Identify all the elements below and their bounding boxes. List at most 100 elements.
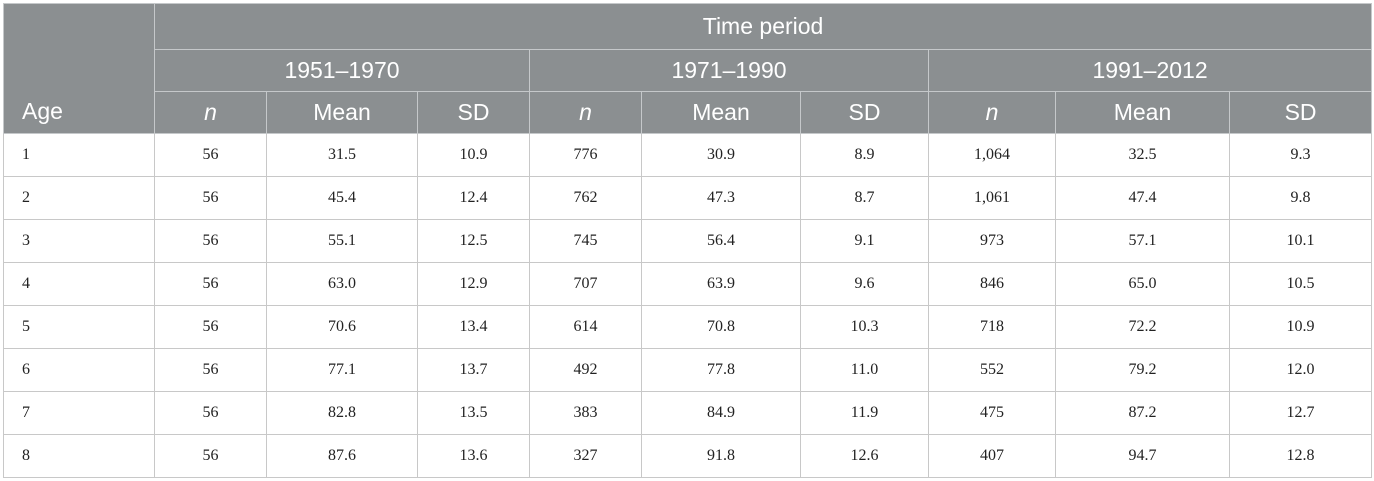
sd-cell: 12.0 xyxy=(1228,348,1373,392)
n-cell: 846 xyxy=(928,262,1056,306)
mean-cell: 87.2 xyxy=(1055,391,1230,435)
sd-cell: 13.4 xyxy=(417,305,530,349)
sd-cell: 12.9 xyxy=(417,262,530,306)
sd-cell: 12.7 xyxy=(1228,391,1373,435)
sd-cell: 10.3 xyxy=(800,305,929,349)
sd-cell: 11.9 xyxy=(800,391,929,435)
period-header-1: 1951–1970 xyxy=(154,49,530,92)
table-row: 3 56 55.1 12.5 745 56.4 9.1 973 57.1 10.1 xyxy=(3,219,1373,263)
n-cell: 776 xyxy=(529,133,642,177)
n-cell: 56 xyxy=(154,434,267,478)
n-cell: 56 xyxy=(154,391,267,435)
mean-header: Mean xyxy=(1055,91,1230,134)
n-cell: 718 xyxy=(928,305,1056,349)
n-cell: 56 xyxy=(154,219,267,263)
n-cell: 492 xyxy=(529,348,642,392)
sd-cell: 9.1 xyxy=(800,219,929,263)
mean-cell: 32.5 xyxy=(1055,133,1230,177)
n-cell: 707 xyxy=(529,262,642,306)
period-header-3: 1991–2012 xyxy=(927,49,1373,92)
data-table: Age Time period 1951–1970 1971–1990 1991… xyxy=(3,3,1373,478)
sd-cell: 8.9 xyxy=(800,133,929,177)
mean-cell: 47.4 xyxy=(1055,176,1230,220)
table-row: 4 56 63.0 12.9 707 63.9 9.6 846 65.0 10.5 xyxy=(3,262,1373,306)
age-column-header: Age xyxy=(3,3,155,134)
n-cell: 1,064 xyxy=(928,133,1056,177)
mean-cell: 63.9 xyxy=(641,262,801,306)
table-row: 2 56 45.4 12.4 762 47.3 8.7 1,061 47.4 9.8 xyxy=(3,176,1373,220)
table-row: 6 56 77.1 13.7 492 77.8 11.0 552 79.2 12.0 xyxy=(3,348,1373,392)
header-row-stats: n Mean SD n Mean SD n Mean SD xyxy=(4,91,1373,134)
table-row: 8 56 87.6 13.6 327 91.8 12.6 407 94.7 12.8 xyxy=(3,434,1373,478)
mean-cell: 47.3 xyxy=(641,176,801,220)
mean-cell: 79.2 xyxy=(1055,348,1230,392)
n-cell: 1,061 xyxy=(928,176,1056,220)
n-cell: 762 xyxy=(529,176,642,220)
sd-cell: 12.4 xyxy=(417,176,530,220)
age-cell: 2 xyxy=(3,176,155,220)
mean-cell: 30.9 xyxy=(641,133,801,177)
header-row-group: Age Time period xyxy=(3,3,1373,134)
mean-cell: 87.6 xyxy=(266,434,418,478)
sd-cell: 11.0 xyxy=(800,348,929,392)
mean-cell: 91.8 xyxy=(641,434,801,478)
sd-cell: 9.3 xyxy=(1228,133,1373,177)
sd-cell: 8.7 xyxy=(800,176,929,220)
table-row: 7 56 82.8 13.5 383 84.9 11.9 475 87.2 12.7 xyxy=(3,391,1373,435)
mean-cell: 77.1 xyxy=(266,348,418,392)
mean-cell: 55.1 xyxy=(266,219,418,263)
n-cell: 552 xyxy=(928,348,1056,392)
n-cell: 407 xyxy=(928,434,1056,478)
sd-cell: 12.5 xyxy=(417,219,530,263)
mean-cell: 31.5 xyxy=(266,133,418,177)
sd-cell: 10.9 xyxy=(417,133,530,177)
age-cell: 5 xyxy=(3,305,155,349)
age-cell: 3 xyxy=(3,219,155,263)
mean-header: Mean xyxy=(641,91,801,134)
sd-cell: 10.5 xyxy=(1228,262,1373,306)
age-cell: 7 xyxy=(3,391,155,435)
n-cell: 56 xyxy=(154,348,267,392)
sd-cell: 10.1 xyxy=(1228,219,1373,263)
sd-cell: 9.6 xyxy=(800,262,929,306)
table-header: Age Time period 1951–1970 1971–1990 1991… xyxy=(3,3,1373,134)
n-cell: 383 xyxy=(529,391,642,435)
n-cell: 56 xyxy=(154,176,267,220)
mean-cell: 84.9 xyxy=(641,391,801,435)
n-cell: 327 xyxy=(529,434,642,478)
n-cell: 56 xyxy=(154,133,267,177)
age-cell: 4 xyxy=(3,262,155,306)
mean-cell: 70.6 xyxy=(266,305,418,349)
n-cell: 614 xyxy=(529,305,642,349)
mean-cell: 72.2 xyxy=(1055,305,1230,349)
mean-cell: 56.4 xyxy=(641,219,801,263)
mean-header: Mean xyxy=(266,91,418,134)
mean-cell: 45.4 xyxy=(266,176,418,220)
mean-cell: 57.1 xyxy=(1055,219,1230,263)
sd-cell: 13.6 xyxy=(417,434,530,478)
sd-header: SD xyxy=(1228,91,1373,134)
n-cell: 56 xyxy=(154,305,267,349)
sd-header: SD xyxy=(800,91,929,134)
mean-cell: 63.0 xyxy=(266,262,418,306)
n-cell: 475 xyxy=(928,391,1056,435)
age-cell: 8 xyxy=(3,434,155,478)
table-row: 1 56 31.5 10.9 776 30.9 8.9 1,064 32.5 9.3 xyxy=(3,133,1373,177)
n-cell: 973 xyxy=(928,219,1056,263)
age-cell: 6 xyxy=(3,348,155,392)
mean-cell: 77.8 xyxy=(641,348,801,392)
sd-cell: 13.5 xyxy=(417,391,530,435)
n-cell: 56 xyxy=(154,262,267,306)
time-period-header: Time period xyxy=(153,3,1373,50)
mean-cell: 82.8 xyxy=(266,391,418,435)
sd-cell: 13.7 xyxy=(417,348,530,392)
mean-cell: 94.7 xyxy=(1055,434,1230,478)
n-header: n xyxy=(154,91,267,134)
n-cell: 745 xyxy=(529,219,642,263)
mean-cell: 65.0 xyxy=(1055,262,1230,306)
sd-cell: 12.8 xyxy=(1228,434,1373,478)
table-body: 1 56 31.5 10.9 776 30.9 8.9 1,064 32.5 9.3 2 56 45.4… xyxy=(3,133,1373,478)
n-header: n xyxy=(529,91,642,134)
n-header: n xyxy=(928,91,1056,134)
